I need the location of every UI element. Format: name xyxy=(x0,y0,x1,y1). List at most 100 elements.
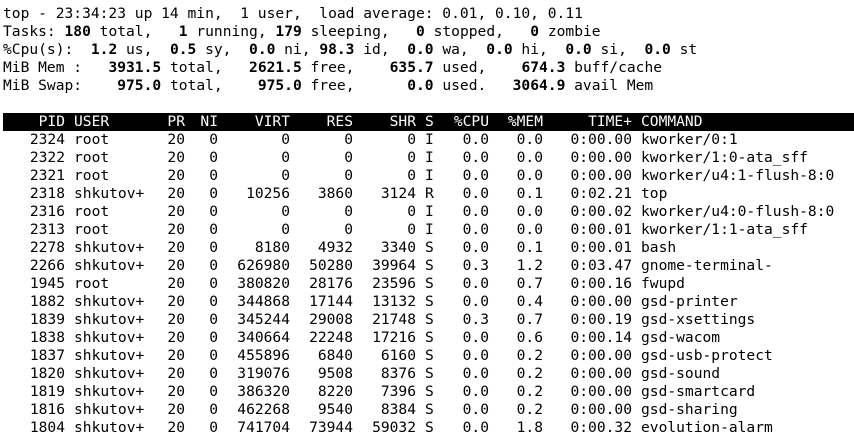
table-row[interactable]: 2321 root 20 0 0 0 0 I 0.0 0.0 0:00.00 kworker/u4:1… xyxy=(3,167,854,185)
cell-state: S xyxy=(425,293,434,310)
cell-shr: 23596 xyxy=(372,275,416,292)
cell-virt: 626980 xyxy=(237,257,290,274)
cell-pid: 1816 xyxy=(29,401,65,418)
cell-shr: 8384 xyxy=(380,401,416,418)
cell-command: gsd-wacom xyxy=(641,329,721,346)
cell-cpu: 0.0 xyxy=(462,239,489,256)
cell-user: root xyxy=(74,203,110,220)
mem-buff: 674.3 xyxy=(521,59,566,76)
cell-res: 22248 xyxy=(309,329,353,346)
swap-free-label: free, xyxy=(301,77,408,94)
tasks-line: Tasks: 180 total, 1 running, 179 sleepin… xyxy=(3,23,601,41)
table-row[interactable]: 1820 shkutov+ 20 0 319076 9508 8376 S 0.0 0.2 0:00… xyxy=(3,365,854,383)
table-row[interactable]: 1804 shkutov+ 20 0 741704 73944 59032 S 0.0 1.8 0:… xyxy=(3,419,854,437)
col-command[interactable]: COMMAND xyxy=(641,113,703,130)
cell-user: shkutov+ xyxy=(74,383,145,400)
cell-res: 4932 xyxy=(317,239,353,256)
cell-pr: 20 xyxy=(167,221,185,238)
mem-used-label: used, xyxy=(433,59,522,76)
col-shr[interactable]: SHR xyxy=(389,113,416,130)
table-row[interactable]: 1819 shkutov+ 20 0 386320 8220 7396 S 0.0 0.2 0:00… xyxy=(3,383,854,401)
cell-cpu: 0.0 xyxy=(462,401,489,418)
cell-cpu: 0.0 xyxy=(462,167,489,184)
cell-res: 0 xyxy=(344,131,353,148)
table-row[interactable]: 2318 shkutov+ 20 0 10256 3860 3124 R 0.0 0.1 0:02.… xyxy=(3,185,854,203)
col-time[interactable]: TIME+ xyxy=(588,113,632,130)
cell-command: fwupd xyxy=(641,275,685,292)
cell-state: S xyxy=(425,275,434,292)
table-row[interactable]: 2313 root 20 0 0 0 0 I 0.0 0.0 0:00.01 kworker/1:1-… xyxy=(3,221,854,239)
cell-pid: 2318 xyxy=(29,185,65,202)
cell-ni: 0 xyxy=(209,221,218,238)
cell-state: S xyxy=(425,401,434,418)
cell-shr: 3340 xyxy=(380,239,416,256)
cell-time: 0:03.47 xyxy=(570,257,632,274)
swap-used: 0.0 xyxy=(407,77,434,94)
mem-label: MiB Mem : xyxy=(3,59,109,76)
cpu-hi: 0.0 xyxy=(486,41,513,58)
swap-used-label: used. xyxy=(433,77,513,94)
cell-state: S xyxy=(425,329,434,346)
col-virt[interactable]: VIRT xyxy=(254,113,290,130)
cell-time: 0:00.01 xyxy=(570,239,632,256)
cell-mem: 0.0 xyxy=(516,149,543,166)
col-cpu[interactable]: %CPU xyxy=(453,113,489,130)
cell-pr: 20 xyxy=(167,293,185,310)
cell-cpu: 0.0 xyxy=(462,203,489,220)
mem-free-label: free, xyxy=(301,59,390,76)
table-row[interactable]: 1816 shkutov+ 20 0 462268 9540 8384 S 0.0 0.2 0:00… xyxy=(3,401,854,419)
cell-pr: 20 xyxy=(167,365,185,382)
col-s[interactable]: S xyxy=(425,113,434,130)
table-row[interactable]: 1837 shkutov+ 20 0 455896 6840 6160 S 0.0 0.2 0:00… xyxy=(3,347,854,365)
col-pid[interactable]: PID xyxy=(38,113,65,130)
table-row[interactable]: 2322 root 20 0 0 0 0 I 0.0 0.0 0:00.00 kworker/1:0-… xyxy=(3,149,854,167)
table-row[interactable]: 2278 shkutov+ 20 0 8180 4932 3340 S 0.0 0.1 0:00.0… xyxy=(3,239,854,257)
cell-pid: 2278 xyxy=(29,239,65,256)
table-row[interactable]: 1882 shkutov+ 20 0 344868 17144 13132 S 0.0 0.4 0:… xyxy=(3,293,854,311)
cell-time: 0:00.00 xyxy=(570,149,632,166)
cell-mem: 1.2 xyxy=(516,257,543,274)
tasks-total: 180 xyxy=(64,23,91,40)
cell-pr: 20 xyxy=(167,239,185,256)
cell-pr: 20 xyxy=(167,419,185,436)
table-row[interactable]: 1838 shkutov+ 20 0 340664 22248 17216 S 0.0 0.6 0:… xyxy=(3,329,854,347)
cell-shr: 0 xyxy=(407,131,416,148)
col-mem[interactable]: %MEM xyxy=(507,113,543,130)
table-row[interactable]: 2316 root 20 0 0 0 0 I 0.0 0.0 0:00.02 kworker/u4:0… xyxy=(3,203,854,221)
cell-time: 0:00.32 xyxy=(570,419,632,436)
cell-mem: 0.0 xyxy=(516,131,543,148)
cell-ni: 0 xyxy=(209,329,218,346)
table-row[interactable]: 2266 shkutov+ 20 0 626980 50280 39964 S 0.3 1.2 0:… xyxy=(3,257,854,275)
cell-shr: 0 xyxy=(407,149,416,166)
cell-mem: 0.0 xyxy=(516,167,543,184)
col-res[interactable]: RES xyxy=(326,113,353,130)
cell-time: 0:00.14 xyxy=(570,329,632,346)
cell-time: 0:00.00 xyxy=(570,365,632,382)
col-pr[interactable]: PR xyxy=(167,113,185,130)
cell-state: I xyxy=(425,167,434,184)
cell-pr: 20 xyxy=(167,131,185,148)
cell-shr: 13132 xyxy=(372,293,416,310)
cell-ni: 0 xyxy=(209,347,218,364)
cell-pid: 1804 xyxy=(29,419,65,436)
col-user[interactable]: USER xyxy=(74,113,110,130)
table-row[interactable]: 1839 shkutov+ 20 0 345244 29008 21748 S 0.3 0.7 0:… xyxy=(3,311,854,329)
cell-cpu: 0.0 xyxy=(462,293,489,310)
cell-cpu: 0.0 xyxy=(462,185,489,202)
col-ni[interactable]: NI xyxy=(200,113,218,130)
cell-mem: 0.2 xyxy=(516,383,543,400)
cell-time: 0:02.21 xyxy=(570,185,632,202)
cell-mem: 0.6 xyxy=(516,329,543,346)
table-row[interactable]: 1945 root 20 0 380820 28176 23596 S 0.0 0.7 0:00.1… xyxy=(3,275,854,293)
cell-pr: 20 xyxy=(167,347,185,364)
cell-shr: 39964 xyxy=(372,257,416,274)
cell-user: root xyxy=(74,149,110,166)
tasks-running: 1 xyxy=(178,23,188,40)
cell-res: 28176 xyxy=(309,275,353,292)
table-row[interactable]: 2324 root 20 0 0 0 0 I 0.0 0.0 0:00.00 kworker/0:1 xyxy=(3,131,854,149)
cell-mem: 0.2 xyxy=(516,401,543,418)
cell-ni: 0 xyxy=(209,275,218,292)
cell-mem: 0.2 xyxy=(516,347,543,364)
cell-mem: 0.0 xyxy=(516,203,543,220)
cell-user: root xyxy=(74,167,110,184)
